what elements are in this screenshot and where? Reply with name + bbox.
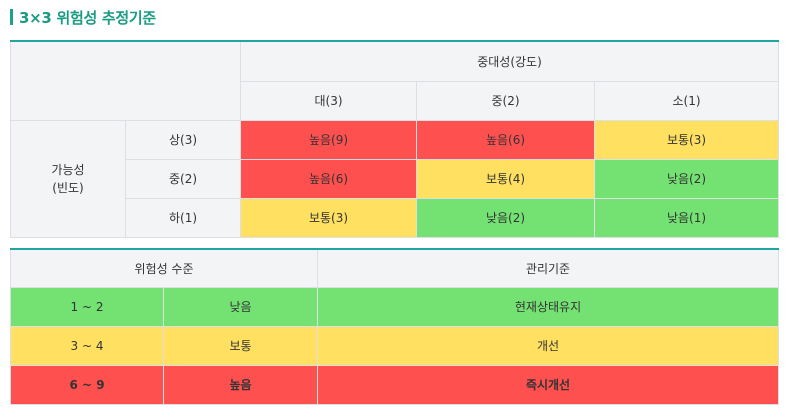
level-row-low: 1 ~ 2 낮음 현재상태유지 xyxy=(10,286,780,327)
level-criteria: 즉시개선 xyxy=(317,364,780,405)
level-row-medium: 3 ~ 4 보통 개선 xyxy=(10,325,780,366)
likelihood-level-medium: 중(2) xyxy=(125,158,241,199)
severity-level-minor: 소(1) xyxy=(594,80,779,121)
level-range: 1 ~ 2 xyxy=(10,286,164,327)
risk-level-header: 위험성 수준 xyxy=(9,248,319,288)
level-row-high: 6 ~ 9 높음 즉시개선 xyxy=(10,364,780,405)
level-grade: 높음 xyxy=(162,364,319,405)
risk-matrix-table: 중대성(강도) 대(3) 중(2) 소(1) 가능성 (빈도) 상(3) 높음(… xyxy=(10,40,779,238)
matrix-cell: 높음(9) xyxy=(240,119,417,160)
matrix-corner-cell xyxy=(10,40,241,121)
matrix-cell: 보통(3) xyxy=(240,197,417,238)
risk-level-table: 위험성 수준 관리기준 1 ~ 2 낮음 현재상태유지 3 ~ 4 보통 개선 … xyxy=(9,248,780,405)
severity-level-major: 대(3) xyxy=(240,80,417,121)
matrix-cell: 낮음(2) xyxy=(416,197,595,238)
level-criteria: 개선 xyxy=(317,325,780,366)
likelihood-level-low: 하(1) xyxy=(125,197,241,238)
matrix-cell: 보통(4) xyxy=(416,158,595,199)
level-grade: 보통 xyxy=(162,325,319,366)
matrix-cell: 보통(3) xyxy=(594,119,779,160)
matrix-cell: 낮음(1) xyxy=(594,197,779,238)
likelihood-level-high: 상(3) xyxy=(125,119,241,160)
level-criteria: 현재상태유지 xyxy=(317,286,780,327)
severity-header: 중대성(강도) xyxy=(240,40,779,82)
likelihood-header: 가능성 (빈도) xyxy=(10,119,126,238)
matrix-cell: 높음(6) xyxy=(240,158,417,199)
severity-level-medium: 중(2) xyxy=(416,80,595,121)
title-text: 3×3 위험성 추정기준 xyxy=(19,8,156,27)
title-accent-bar xyxy=(10,9,13,25)
level-range: 6 ~ 9 xyxy=(10,364,164,405)
matrix-cell: 높음(6) xyxy=(416,119,595,160)
section-title: 3×3 위험성 추정기준 xyxy=(10,6,156,28)
management-criteria-header: 관리기준 xyxy=(317,248,780,288)
level-grade: 낮음 xyxy=(162,286,319,327)
matrix-cell: 낮음(2) xyxy=(594,158,779,199)
level-range: 3 ~ 4 xyxy=(10,325,164,366)
